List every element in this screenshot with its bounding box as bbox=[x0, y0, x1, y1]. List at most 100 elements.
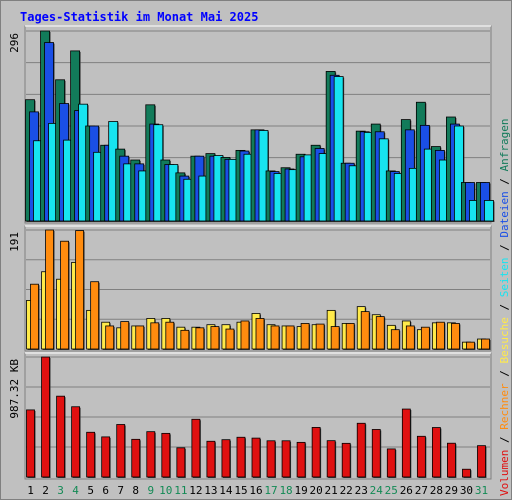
x-tick-label-12: 12 bbox=[189, 484, 202, 497]
x-tick-label-6: 6 bbox=[102, 484, 109, 497]
bar-rechner-day-11 bbox=[180, 329, 190, 350]
x-tick-label-14: 14 bbox=[219, 484, 233, 497]
bar-volumen-day-18 bbox=[281, 440, 291, 478]
side-legend-part-10: Anfragen bbox=[498, 118, 511, 171]
bar-volumen-day-25 bbox=[386, 448, 396, 478]
x-tick-label-18: 18 bbox=[279, 484, 292, 497]
bar-volumen-day-20 bbox=[311, 427, 321, 478]
bar-volumen-day-22 bbox=[341, 442, 351, 478]
bar-volumen-day-3 bbox=[56, 395, 65, 478]
bar-rechner-day-28 bbox=[435, 321, 445, 350]
x-tick-label-10: 10 bbox=[159, 484, 172, 497]
bar-rechner-day-12 bbox=[195, 327, 205, 350]
bar-volumen-day-7 bbox=[116, 424, 126, 478]
panel-volumen: 987.32 KB bbox=[8, 352, 492, 480]
bar-rechner-day-4 bbox=[75, 230, 85, 350]
x-tick-label-11: 11 bbox=[174, 484, 187, 497]
x-tick-label-26: 26 bbox=[400, 484, 413, 497]
bar-rechner-day-1 bbox=[30, 283, 39, 350]
bar-volumen-day-16 bbox=[251, 437, 261, 478]
bar-rechner-day-6 bbox=[105, 325, 115, 350]
bar-volumen-day-19 bbox=[296, 441, 306, 478]
bar-rechner-day-9 bbox=[150, 322, 160, 350]
bar-seiten-day-21 bbox=[333, 76, 344, 222]
side-legend-part-5: / bbox=[498, 297, 511, 317]
x-tick-label-9: 9 bbox=[147, 484, 154, 497]
side-legend-part-3: / bbox=[498, 364, 511, 384]
bar-rechner-day-29 bbox=[451, 323, 460, 350]
x-tick-label-15: 15 bbox=[234, 484, 247, 497]
bar-rechner-day-31 bbox=[481, 338, 490, 350]
x-tick-label-24: 24 bbox=[370, 484, 384, 497]
bar-volumen-day-8 bbox=[131, 438, 141, 478]
bar-rechner-day-24 bbox=[375, 316, 385, 350]
side-legend-part-1: / bbox=[498, 430, 511, 450]
bar-rechner-day-26 bbox=[405, 325, 415, 350]
bar-volumen-day-26 bbox=[401, 408, 411, 478]
bar-rechner-day-8 bbox=[135, 325, 145, 350]
bar-seiten-day-29 bbox=[454, 125, 464, 222]
x-tick-label-17: 17 bbox=[264, 484, 277, 497]
bar-rechner-day-2 bbox=[45, 229, 54, 350]
bar-volumen-day-27 bbox=[416, 435, 426, 478]
bar-rechner-day-10 bbox=[165, 321, 175, 350]
bar-rechner-day-23 bbox=[360, 311, 370, 350]
bar-volumen-day-24 bbox=[371, 429, 381, 478]
bar-rechner-day-20 bbox=[315, 323, 325, 350]
bar-volumen-day-1 bbox=[26, 409, 35, 478]
x-tick-label-29: 29 bbox=[445, 484, 458, 497]
bar-rechner-day-3 bbox=[60, 240, 69, 350]
bar-volumen-day-14 bbox=[221, 439, 231, 478]
side-legend-part-9: / bbox=[498, 171, 511, 191]
bar-volumen-day-28 bbox=[431, 427, 441, 478]
x-tick-label-22: 22 bbox=[340, 484, 353, 497]
panel-max-label: 296 bbox=[8, 33, 21, 53]
bar-rechner-day-16 bbox=[255, 318, 265, 350]
bar-rechner-day-19 bbox=[300, 323, 310, 350]
side-legend-part-6: Seiten bbox=[498, 258, 511, 298]
chart-title: Tages-Statistik im Monat Mai 2025 bbox=[20, 10, 258, 24]
bar-volumen-day-29 bbox=[447, 442, 456, 478]
bar-volumen-day-15 bbox=[236, 436, 246, 478]
x-tick-label-3: 3 bbox=[57, 484, 64, 497]
panel-max-label: 987.32 KB bbox=[8, 359, 21, 419]
bar-rechner-day-15 bbox=[240, 320, 250, 350]
x-tick-label-16: 16 bbox=[249, 484, 262, 497]
bar-rechner-day-25 bbox=[390, 329, 400, 350]
bar-rechner-day-18 bbox=[285, 325, 295, 350]
bar-volumen-day-11 bbox=[176, 447, 186, 478]
bar-volumen-day-12 bbox=[191, 418, 201, 478]
x-tick-label-31: 31 bbox=[475, 484, 488, 497]
bar-rechner-day-13 bbox=[210, 326, 220, 350]
x-tick-label-20: 20 bbox=[310, 484, 323, 497]
bar-volumen-day-2 bbox=[41, 356, 50, 478]
side-legend-part-8: Dateien bbox=[498, 191, 511, 237]
x-tick-label-8: 8 bbox=[132, 484, 139, 497]
bar-volumen-day-10 bbox=[161, 432, 171, 478]
bar-rechner-day-22 bbox=[345, 323, 355, 350]
bar-volumen-day-31 bbox=[477, 445, 486, 478]
x-axis-day-labels: 1 2 3 4 5 6 7 8 9 10 11 12 13 14 15 16 17 18 19 20 21 22 23 24 2… bbox=[27, 484, 488, 497]
side-legend-part-2: Rechner bbox=[498, 383, 511, 430]
x-tick-label-30: 30 bbox=[460, 484, 473, 497]
x-tick-label-25: 25 bbox=[385, 484, 398, 497]
bar-volumen-day-4 bbox=[71, 406, 81, 478]
bar-volumen-day-23 bbox=[356, 422, 366, 478]
bar-volumen-day-9 bbox=[146, 431, 156, 478]
x-tick-label-27: 27 bbox=[415, 484, 428, 497]
x-tick-label-7: 7 bbox=[117, 484, 124, 497]
x-tick-label-28: 28 bbox=[430, 484, 443, 497]
side-legend-part-0: Volumen bbox=[498, 450, 511, 496]
bar-rechner-day-17 bbox=[270, 325, 280, 350]
bar-volumen-day-17 bbox=[266, 440, 276, 478]
side-legend: Volumen / Rechner / Besuche / Seiten / D… bbox=[498, 118, 511, 496]
x-tick-label-23: 23 bbox=[355, 484, 368, 497]
bar-rechner-day-27 bbox=[420, 326, 430, 350]
bar-volumen-day-6 bbox=[101, 436, 111, 478]
x-tick-label-4: 4 bbox=[72, 484, 79, 497]
panel-besuche-rechner: 191 bbox=[8, 225, 492, 352]
bar-rechner-day-14 bbox=[225, 328, 235, 350]
bar-volumen-day-30 bbox=[462, 468, 471, 478]
x-tick-label-5: 5 bbox=[87, 484, 94, 497]
